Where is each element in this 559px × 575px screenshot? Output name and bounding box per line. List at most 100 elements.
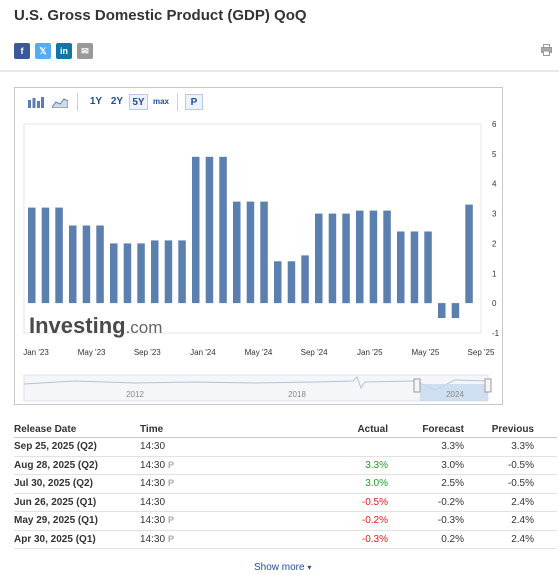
range-2y-button[interactable]: 2Y xyxy=(110,96,124,107)
navigator-selection[interactable] xyxy=(420,384,488,401)
bar[interactable] xyxy=(96,225,104,304)
release-date: May 29, 2025 (Q1) xyxy=(14,515,98,527)
gdp-bar-chart: Investing.com 6 5 4 3 2 1 0 -1 Jan '23 May '23 Se… xyxy=(23,120,500,402)
preliminary-icon: P xyxy=(168,515,175,526)
bar-chart-icon[interactable] xyxy=(28,96,44,108)
release-time-value: 14:30 xyxy=(140,515,166,527)
bar[interactable] xyxy=(28,207,36,304)
header-previous: Previous xyxy=(491,423,534,435)
bar[interactable] xyxy=(328,213,337,304)
bar[interactable] xyxy=(356,210,364,304)
release-time-value: 14:30 xyxy=(140,459,166,471)
table-row: Sep 25, 2025 (Q2) 14:30 3.3% 3.3% xyxy=(14,438,557,457)
previous-value: 2.4% xyxy=(511,496,534,508)
y-tick-label: -1 xyxy=(492,329,500,338)
print-icon[interactable] xyxy=(541,44,552,56)
bar[interactable] xyxy=(82,225,91,304)
y-tick-label: 1 xyxy=(492,269,497,278)
bar[interactable] xyxy=(383,210,391,304)
forecast-value: 0.2% xyxy=(441,533,464,545)
x-tick-label: May '25 xyxy=(412,348,440,357)
release-date: Apr 30, 2025 (Q1) xyxy=(14,533,96,545)
bar[interactable] xyxy=(219,156,227,304)
y-tick-label: 4 xyxy=(492,180,497,189)
release-time-value: 14:30 xyxy=(140,478,166,490)
bar[interactable] xyxy=(451,303,460,318)
bar[interactable] xyxy=(110,243,118,304)
forecast-value: 2.5% xyxy=(441,478,464,490)
show-more-link[interactable]: Show more ▾ xyxy=(254,562,311,573)
y-tick-label: 5 xyxy=(492,150,497,159)
bar[interactable] xyxy=(301,255,309,304)
actual-value: -0.2% xyxy=(361,515,388,527)
release-time: 14:30 P xyxy=(140,460,260,471)
bar[interactable] xyxy=(164,240,173,304)
actual-value: -0.3% xyxy=(361,533,388,545)
linkedin-share-icon[interactable]: in xyxy=(56,43,72,59)
bar[interactable] xyxy=(69,225,77,304)
table-row: Apr 30, 2025 (Q1) 14:30 P -0.3% 0.2% 2.4% xyxy=(14,531,557,549)
bar[interactable] xyxy=(465,204,473,304)
twitter-share-icon[interactable]: 𝕏 xyxy=(35,43,51,59)
release-date: Jun 26, 2025 (Q1) xyxy=(14,496,97,508)
table-row: May 29, 2025 (Q1) 14:30 P -0.2% -0.3% 2.4% xyxy=(14,512,557,531)
release-time-value: 14:30 xyxy=(140,441,166,453)
x-tick-label: Sep '25 xyxy=(468,348,495,357)
navigator-right-handle[interactable] xyxy=(484,378,492,393)
bar[interactable] xyxy=(287,261,296,304)
bar[interactable] xyxy=(438,303,446,318)
x-tick-label: Sep '24 xyxy=(301,348,328,357)
bar[interactable] xyxy=(246,201,255,304)
range-navigator[interactable] xyxy=(23,374,489,402)
bar[interactable] xyxy=(41,207,50,304)
bar[interactable] xyxy=(260,201,268,304)
y-tick-label: 6 xyxy=(492,120,497,129)
x-tick-label: Jan '23 xyxy=(23,348,49,357)
bar[interactable] xyxy=(137,243,145,304)
bar[interactable] xyxy=(123,243,132,304)
range-max-button[interactable]: max xyxy=(152,97,169,106)
header-divider xyxy=(0,70,559,72)
release-time-value: 14:30 xyxy=(140,533,166,545)
range-1y-button[interactable]: 1Y xyxy=(89,96,103,107)
preliminary-icon: P xyxy=(168,478,175,489)
bar[interactable] xyxy=(192,156,200,304)
bar[interactable] xyxy=(424,231,432,304)
actual-value: 3.3% xyxy=(365,459,388,471)
facebook-share-icon[interactable]: f xyxy=(14,43,30,59)
release-time-value: 14:30 xyxy=(140,496,166,508)
release-date: Jul 30, 2025 (Q2) xyxy=(14,478,93,490)
bar[interactable] xyxy=(410,231,419,304)
page-title: U.S. Gross Domestic Product (GDP) QoQ xyxy=(14,7,307,24)
range-5y-button[interactable]: 5Y xyxy=(129,94,148,110)
release-date: Aug 28, 2025 (Q2) xyxy=(14,459,98,471)
bar[interactable] xyxy=(178,240,186,304)
x-tick-label: May '23 xyxy=(78,348,106,357)
area-chart-icon[interactable] xyxy=(52,96,68,108)
bar[interactable] xyxy=(274,261,282,304)
bar[interactable] xyxy=(397,231,405,304)
header-actual: Actual xyxy=(357,423,388,435)
bar[interactable] xyxy=(55,207,63,304)
y-tick-label: 0 xyxy=(492,299,497,308)
bar[interactable] xyxy=(205,156,214,304)
email-share-icon[interactable]: ✉ xyxy=(77,43,93,59)
preliminary-toggle-button[interactable]: P xyxy=(185,94,203,110)
release-time: 14:30 xyxy=(140,497,260,508)
bar[interactable] xyxy=(151,240,159,304)
bar[interactable] xyxy=(369,210,378,304)
table-header: Release Date Time Actual Forecast Previo… xyxy=(14,421,557,438)
table-row: Aug 28, 2025 (Q2) 14:30 P 3.3% 3.0% -0.5% xyxy=(14,457,557,475)
bar[interactable] xyxy=(315,213,323,304)
previous-value: -0.5% xyxy=(507,478,534,490)
navigator-left-handle[interactable] xyxy=(413,378,421,393)
release-history-table: Release Date Time Actual Forecast Previo… xyxy=(14,421,557,549)
bar[interactable] xyxy=(342,213,350,304)
header-release-date: Release Date xyxy=(14,423,77,435)
toolbar-divider xyxy=(177,93,178,111)
header-forecast: Forecast xyxy=(422,423,464,435)
table-row: Jul 30, 2025 (Q2) 14:30 P 3.0% 2.5% -0.5% xyxy=(14,475,557,494)
bar[interactable] xyxy=(233,201,241,304)
release-time: 14:30 P xyxy=(140,534,260,545)
forecast-value: 3.0% xyxy=(441,459,464,471)
